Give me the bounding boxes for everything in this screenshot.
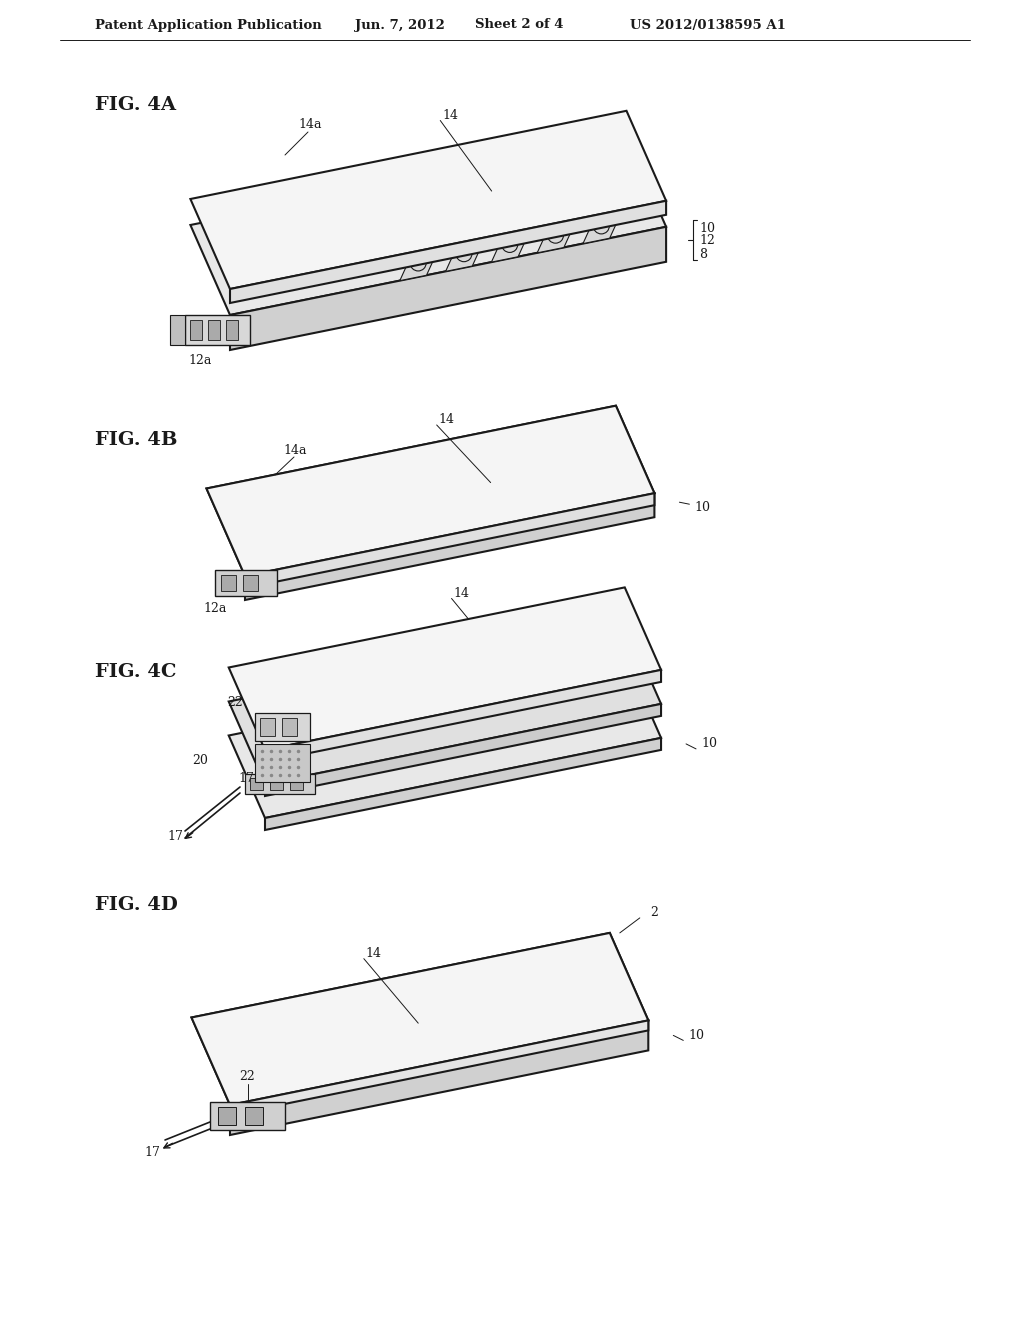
Text: 14a: 14a xyxy=(284,444,307,457)
Polygon shape xyxy=(170,315,185,345)
Text: 10: 10 xyxy=(699,222,715,235)
Text: 12a: 12a xyxy=(204,602,226,615)
Text: 12a: 12a xyxy=(188,354,212,367)
Text: FIG. 4B: FIG. 4B xyxy=(95,432,177,449)
Polygon shape xyxy=(218,1107,236,1125)
Polygon shape xyxy=(265,671,662,762)
Polygon shape xyxy=(245,774,315,795)
Polygon shape xyxy=(228,656,662,818)
Polygon shape xyxy=(191,933,648,1105)
Polygon shape xyxy=(538,226,573,253)
Text: FIG. 4D: FIG. 4D xyxy=(95,896,178,913)
Text: 2: 2 xyxy=(650,907,657,920)
Polygon shape xyxy=(221,576,236,591)
Polygon shape xyxy=(265,704,662,796)
Polygon shape xyxy=(260,718,275,737)
Text: 10: 10 xyxy=(694,500,711,513)
Polygon shape xyxy=(282,718,297,737)
Text: 22: 22 xyxy=(240,1071,255,1084)
Polygon shape xyxy=(250,777,263,789)
Text: US 2012/0138595 A1: US 2012/0138595 A1 xyxy=(630,18,785,32)
Polygon shape xyxy=(230,1020,648,1115)
Polygon shape xyxy=(245,494,654,587)
Polygon shape xyxy=(265,738,662,830)
Polygon shape xyxy=(191,933,648,1105)
Text: 17: 17 xyxy=(144,1146,160,1159)
Text: FIG. 4C: FIG. 4C xyxy=(95,663,176,681)
Polygon shape xyxy=(207,405,654,576)
Polygon shape xyxy=(245,494,654,601)
Text: 17a: 17a xyxy=(239,772,262,785)
Text: 14: 14 xyxy=(454,587,470,601)
Polygon shape xyxy=(207,405,654,576)
Text: 10: 10 xyxy=(688,1028,705,1041)
Polygon shape xyxy=(215,570,278,597)
Text: 14: 14 xyxy=(366,948,382,960)
Text: 12: 12 xyxy=(699,234,715,247)
Text: FIG. 4A: FIG. 4A xyxy=(95,96,176,114)
Text: Sheet 2 of 4: Sheet 2 of 4 xyxy=(475,18,563,32)
Polygon shape xyxy=(255,744,310,781)
Polygon shape xyxy=(226,319,238,341)
Text: 14: 14 xyxy=(438,413,455,426)
Polygon shape xyxy=(208,319,220,341)
Polygon shape xyxy=(399,253,436,281)
Text: 14a: 14a xyxy=(298,119,322,132)
Text: Patent Application Publication: Patent Application Publication xyxy=(95,18,322,32)
Text: Jun. 7, 2012: Jun. 7, 2012 xyxy=(355,18,444,32)
Text: 14: 14 xyxy=(442,110,459,121)
Polygon shape xyxy=(492,235,528,263)
Polygon shape xyxy=(230,1020,648,1135)
Polygon shape xyxy=(190,111,666,289)
Text: 8: 8 xyxy=(699,248,708,261)
Polygon shape xyxy=(583,216,620,244)
Polygon shape xyxy=(190,319,202,341)
Text: 16: 16 xyxy=(278,755,293,768)
Polygon shape xyxy=(243,576,258,591)
Text: 20: 20 xyxy=(193,754,208,767)
Polygon shape xyxy=(228,622,662,784)
Polygon shape xyxy=(230,227,666,350)
Polygon shape xyxy=(230,201,666,304)
Polygon shape xyxy=(210,1102,285,1130)
Polygon shape xyxy=(190,137,666,315)
Text: 17: 17 xyxy=(167,829,183,842)
Polygon shape xyxy=(445,244,482,272)
Text: 22: 22 xyxy=(227,696,243,709)
Polygon shape xyxy=(290,777,303,789)
Polygon shape xyxy=(270,777,283,789)
Text: 10: 10 xyxy=(701,738,717,750)
Polygon shape xyxy=(228,587,662,750)
Polygon shape xyxy=(255,713,310,741)
Polygon shape xyxy=(245,1107,263,1125)
Polygon shape xyxy=(185,315,250,345)
